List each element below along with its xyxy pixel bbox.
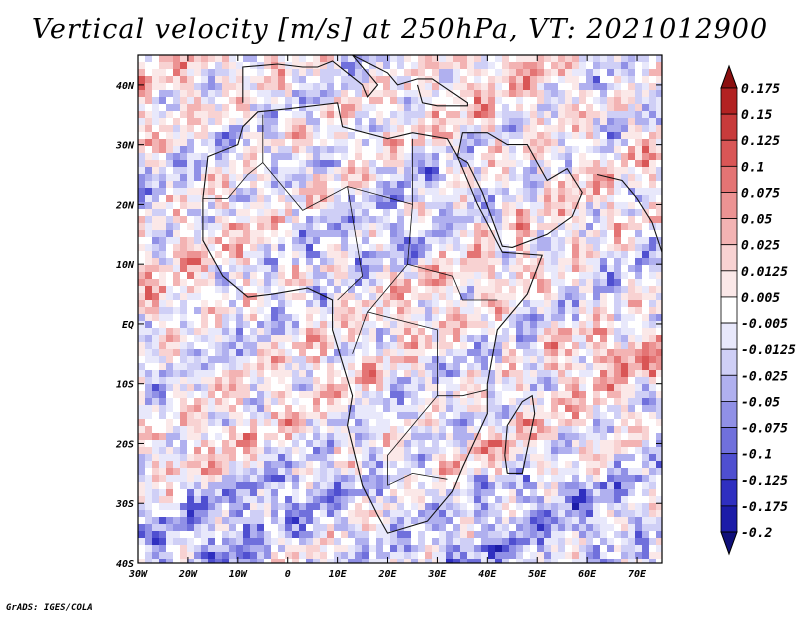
- colorbar-segment: [720, 374, 738, 402]
- lon-tick-label: 70E: [628, 569, 647, 580]
- colorbar-label: 0.175: [741, 82, 780, 97]
- colorbar-segment: [720, 113, 738, 141]
- lon-tick-label: 30W: [128, 569, 148, 580]
- colorbar-label: 0.0125: [741, 265, 788, 280]
- colorbar-segment: [720, 505, 738, 533]
- lat-tick-label: 10S: [116, 380, 134, 391]
- colorbar-segment: [720, 348, 738, 376]
- colorbar-label: -0.005: [741, 317, 788, 332]
- colorbar-arrow-top: [720, 64, 738, 89]
- colorbar-arrow-bottom: [720, 531, 738, 556]
- lat-tick-label: 30N: [115, 141, 135, 152]
- colorbar-label: -0.175: [741, 500, 788, 515]
- lat-tick-label: EQ: [122, 320, 134, 331]
- border-4: [407, 263, 498, 301]
- lon-tick-label: 10E: [329, 569, 348, 580]
- lon-tick-label: 50E: [528, 569, 547, 580]
- lat-tick-label: 40N: [116, 81, 135, 92]
- coastline-4: [596, 55, 662, 253]
- colorbar-label: 0.005: [741, 291, 780, 306]
- map-frame: [137, 54, 663, 564]
- colorbar-segment: [720, 270, 738, 298]
- chart-title: Vertical velocity [m/s] at 250hPa, VT: 2…: [31, 14, 769, 45]
- lon-tick-label: 40E: [478, 569, 497, 580]
- colorbar-segment: [720, 87, 738, 115]
- colorbar-label: -0.1: [741, 448, 772, 463]
- border-7: [387, 472, 448, 486]
- coastline-2: [504, 394, 536, 474]
- footer-credit: GrADS: IGES/COLA: [6, 603, 93, 613]
- velocity-field: [138, 55, 662, 563]
- colorbar-segment: [720, 165, 738, 193]
- border-2: [337, 186, 364, 301]
- colorbar-label: 0.05: [741, 213, 772, 228]
- coastline-3: [242, 55, 468, 107]
- colorbar-label: -0.025: [741, 369, 788, 384]
- coastlines-borders: [202, 55, 662, 534]
- lon-tick-label: 20W: [178, 569, 198, 580]
- colorbar-segment: [720, 296, 738, 324]
- lon-tick-label: 60E: [578, 569, 597, 580]
- lat-tick-label: 40S: [116, 559, 134, 570]
- border-5: [367, 311, 438, 486]
- lon-tick-label: 30E: [427, 569, 447, 580]
- lat-tick-label: 30S: [115, 499, 134, 510]
- colorbar-label: -0.05: [741, 395, 780, 410]
- colorbar-segment: [720, 427, 738, 455]
- lon-tick-label: 10W: [229, 569, 248, 580]
- border-3: [352, 204, 413, 354]
- lat-tick-label: 20N: [115, 200, 135, 211]
- coastline-0: [202, 102, 543, 534]
- border-0: [202, 114, 264, 199]
- colorbar-segment: [720, 322, 738, 350]
- colorbar-segment: [720, 479, 738, 507]
- colorbar-segment: [720, 453, 738, 481]
- lat-tick-label: 10N: [116, 260, 135, 271]
- colorbar-segment: [720, 401, 738, 428]
- colorbar: 0.175 0.15 0.125 0.1 0.075 0.05 0.025 0.0125 0.0…: [720, 64, 796, 556]
- colorbar-label: 0.075: [741, 186, 780, 201]
- lon-tick-label: 20E: [377, 569, 397, 580]
- colorbar-segment: [720, 139, 738, 167]
- colorbar-label: 0.125: [741, 134, 780, 149]
- border-6: [437, 389, 488, 397]
- colorbar-segment: [720, 192, 738, 219]
- lon-tick-label: 0: [285, 569, 291, 580]
- colorbar-label: -0.125: [741, 474, 788, 489]
- colorbar-label: -0.0125: [741, 343, 796, 358]
- colorbar-label: -0.2: [741, 526, 772, 541]
- colorbar-label: 0.1: [741, 160, 764, 175]
- colorbar-label: -0.075: [741, 422, 788, 437]
- lat-tick-label: 20S: [115, 439, 134, 450]
- colorbar-segment: [720, 218, 738, 246]
- colorbar-label: 0.025: [741, 239, 780, 254]
- colorbar-segment: [720, 244, 738, 272]
- colorbar-label: 0.15: [741, 108, 772, 123]
- coastline-1: [456, 132, 583, 248]
